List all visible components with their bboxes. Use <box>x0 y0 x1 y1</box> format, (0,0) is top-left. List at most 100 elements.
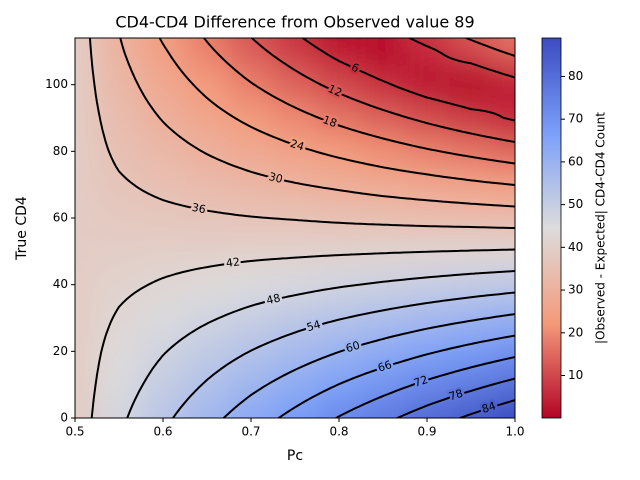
x-tick-label: 0.9 <box>417 425 436 439</box>
heat-cell <box>361 268 406 302</box>
heat-cell <box>405 401 450 418</box>
heat-cell <box>141 301 186 336</box>
heat-cell <box>317 38 362 46</box>
heat-cell <box>493 134 515 169</box>
colorbar-tick-label: 70 <box>568 112 583 126</box>
heat-cell <box>97 268 142 302</box>
heat-cell <box>75 268 98 302</box>
colorbar-tick-label: 50 <box>568 197 583 211</box>
heat-cell <box>97 44 142 69</box>
heat-cell <box>405 44 450 69</box>
heat-cell <box>317 68 362 102</box>
heat-cell <box>141 68 186 102</box>
heat-cell <box>97 368 142 402</box>
heat-cell <box>361 401 406 418</box>
heat-cell <box>141 134 186 169</box>
heat-cell <box>361 44 406 69</box>
x-axis-label: Pc <box>287 448 303 464</box>
heat-cell <box>229 301 274 336</box>
heat-cell <box>185 368 230 402</box>
contour-line <box>222 313 515 418</box>
contour-line <box>119 38 515 208</box>
heat-cell <box>273 38 318 46</box>
heat-cell <box>449 401 494 418</box>
heat-cell <box>317 44 362 69</box>
heat-cell <box>75 301 98 336</box>
heat-cell <box>361 38 406 46</box>
heat-cell <box>273 268 318 302</box>
heat-cell <box>141 401 186 418</box>
heat-cell <box>141 44 186 69</box>
contour-line <box>250 38 515 143</box>
heat-cell <box>449 38 494 46</box>
heat-cell <box>493 168 515 202</box>
colorbar-tick-label: 60 <box>568 154 583 168</box>
heat-cell <box>361 134 406 169</box>
heat-cell <box>75 44 98 69</box>
heat-cell <box>361 201 406 236</box>
heat-cell <box>493 234 515 269</box>
heat-cell <box>405 38 450 46</box>
heat-cell <box>75 68 98 102</box>
contours <box>89 38 515 418</box>
x-tick-label: 1.0 <box>505 425 524 439</box>
heat-cell <box>185 134 230 169</box>
heat-cell <box>75 38 98 46</box>
y-tick-label: 40 <box>53 277 68 291</box>
heat-cell <box>317 234 362 269</box>
heat-cell <box>97 68 142 102</box>
heat-cell <box>273 68 318 102</box>
x-tick-label: 0.8 <box>329 425 348 439</box>
heat-cell <box>185 101 230 136</box>
contour-line <box>301 38 515 122</box>
colorbar-label: |Observed - Expected| CD4-CD4 Count <box>594 112 608 344</box>
heat-cell <box>449 134 494 169</box>
heat-cell <box>493 301 515 336</box>
y-tick-label: 100 <box>45 77 68 91</box>
contour-line <box>90 248 515 418</box>
colorbar <box>541 37 562 419</box>
heat-cell <box>361 234 406 269</box>
heat-cell <box>449 68 494 102</box>
heat-cell <box>449 168 494 202</box>
contour-line <box>335 356 515 418</box>
heat-cell <box>75 234 98 269</box>
heat-cell <box>317 134 362 169</box>
heat-cell <box>75 168 98 202</box>
heat-cell <box>141 38 186 46</box>
heat-cell <box>141 201 186 236</box>
colorbar-tick-label: 10 <box>568 368 583 382</box>
y-tick-label: 80 <box>53 144 68 158</box>
heat-cell <box>141 101 186 136</box>
heat-cell <box>97 101 142 136</box>
heat-cell <box>273 234 318 269</box>
heat-cell <box>75 134 98 169</box>
x-tick-label: 0.7 <box>241 425 260 439</box>
heat-cell <box>229 168 274 202</box>
heat-cell <box>229 68 274 102</box>
heat-cell <box>405 334 450 369</box>
heat-cell <box>273 101 318 136</box>
heat-cell <box>75 201 98 236</box>
y-tick-label: 20 <box>53 344 68 358</box>
heat-cell <box>185 234 230 269</box>
heat-cell <box>75 334 98 369</box>
heat-cell <box>97 401 142 418</box>
heat-cell <box>273 301 318 336</box>
contour-label: 30 <box>267 170 284 186</box>
heat-cell <box>317 401 362 418</box>
heat-cell <box>185 44 230 69</box>
heat-cell <box>361 301 406 336</box>
plot-frame <box>74 37 516 419</box>
heat-cell <box>361 68 406 102</box>
heat-cell <box>185 168 230 202</box>
heat-cell <box>493 38 515 46</box>
heat-cell <box>141 234 186 269</box>
colorbar-tick-label: 80 <box>568 69 583 83</box>
heat-cell <box>141 168 186 202</box>
x-tick-label: 0.5 <box>65 425 84 439</box>
contour-label: 48 <box>265 291 282 307</box>
heat-cell <box>185 268 230 302</box>
heat-cell <box>229 268 274 302</box>
